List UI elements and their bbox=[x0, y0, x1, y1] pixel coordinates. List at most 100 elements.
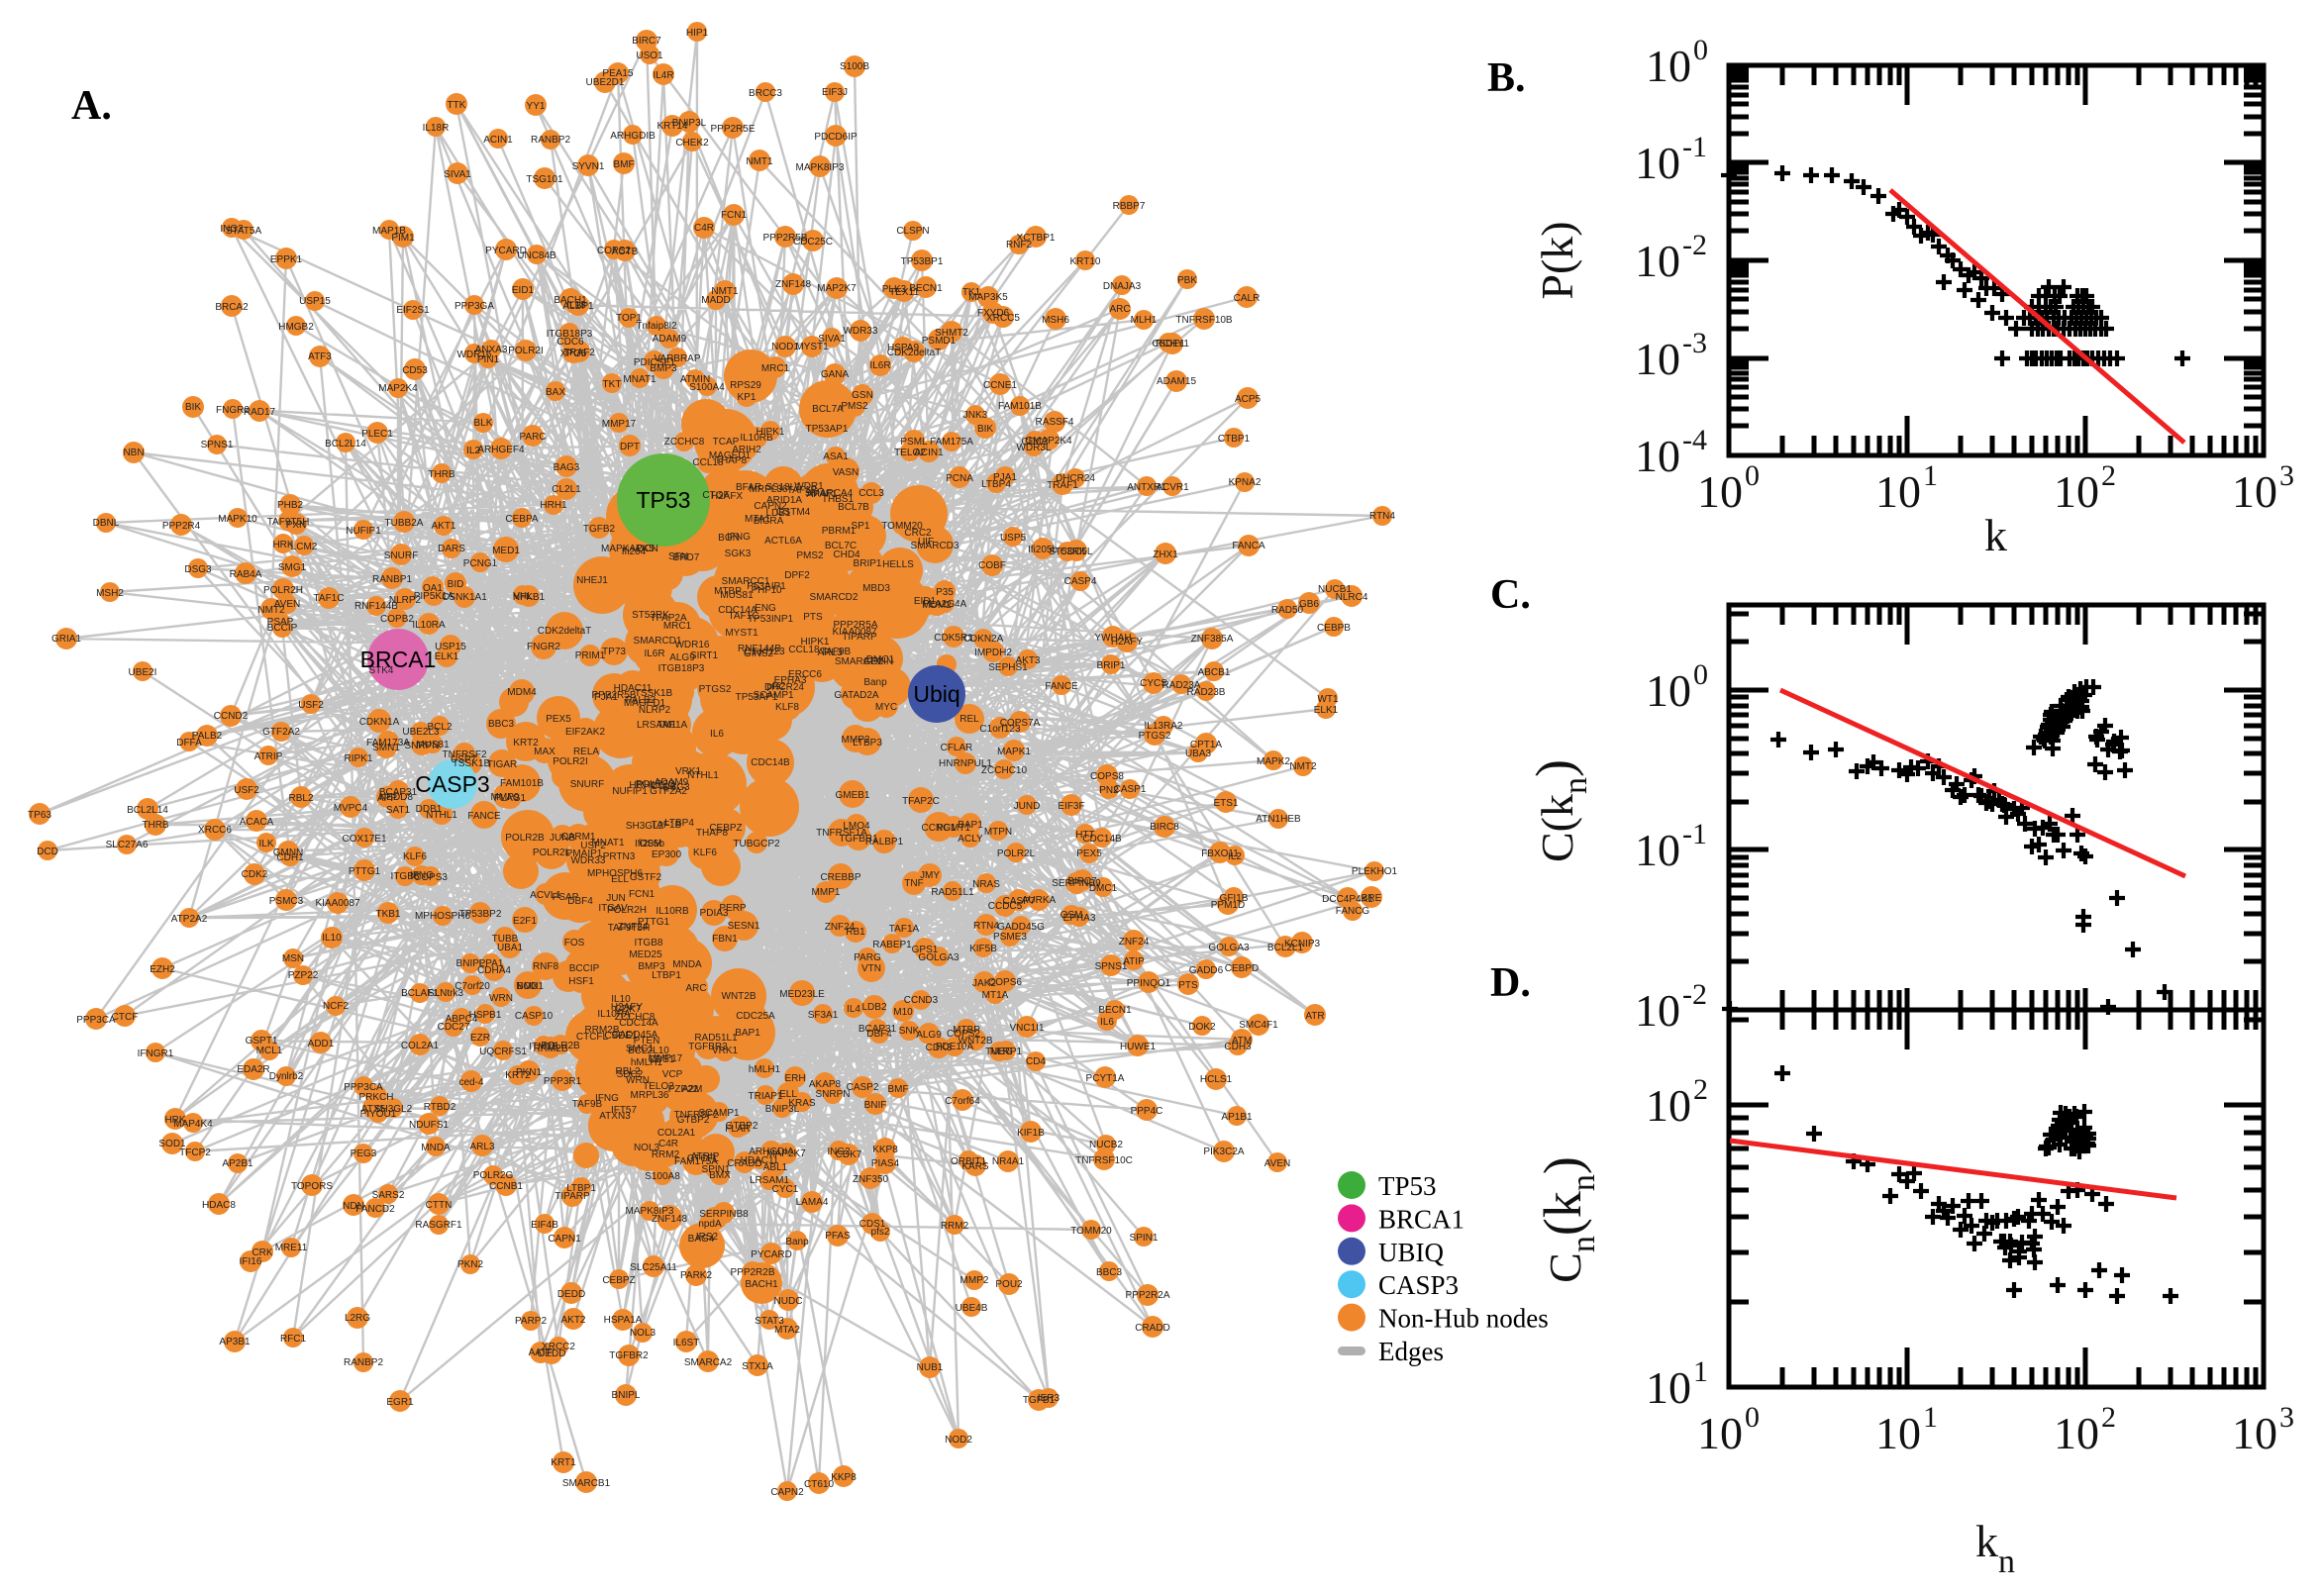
svg-text:SMARCA4: SMARCA4 bbox=[805, 488, 854, 499]
svg-text:SFN: SFN bbox=[668, 551, 688, 562]
svg-text:KPNA2: KPNA2 bbox=[1229, 477, 1262, 488]
svg-text:MTBP: MTBP bbox=[714, 586, 742, 597]
svg-text:CCNE1: CCNE1 bbox=[983, 380, 1017, 391]
svg-text:DCC4P4K1: DCC4P4K1 bbox=[1322, 894, 1373, 905]
svg-text:MPHOSPH6: MPHOSPH6 bbox=[415, 911, 471, 922]
svg-text:ZNF385A: ZNF385A bbox=[1191, 634, 1234, 645]
svg-text:TCAP: TCAP bbox=[713, 437, 740, 448]
svg-text:ARL3: ARL3 bbox=[817, 648, 842, 658]
svg-text:DBF4: DBF4 bbox=[866, 1029, 892, 1040]
svg-text:TRAF1: TRAF1 bbox=[1047, 480, 1078, 491]
svg-text:JUNB: JUNB bbox=[550, 833, 575, 844]
svg-text:MYST1: MYST1 bbox=[795, 342, 829, 352]
svg-text:P(k): P(k) bbox=[1532, 221, 1582, 299]
svg-text:ACTB: ACTB bbox=[612, 247, 639, 257]
svg-text:IFT57: IFT57 bbox=[611, 1105, 638, 1116]
svg-text:EGR1: EGR1 bbox=[386, 1397, 414, 1408]
svg-text:NLRC4: NLRC4 bbox=[1336, 592, 1368, 603]
svg-text:GTF2A2: GTF2A2 bbox=[650, 786, 687, 797]
svg-text:10: 10 bbox=[1875, 466, 1921, 517]
svg-text:MMP1: MMP1 bbox=[812, 887, 841, 898]
svg-text:TUBB: TUBB bbox=[492, 934, 519, 945]
svg-text:PTGS2: PTGS2 bbox=[1139, 731, 1171, 742]
svg-text:POU2: POU2 bbox=[995, 1279, 1023, 1290]
svg-text:SIVA1: SIVA1 bbox=[444, 169, 471, 180]
svg-text:EPHA3: EPHA3 bbox=[774, 675, 807, 686]
svg-text:UQCRFS1: UQCRFS1 bbox=[479, 1047, 527, 1057]
svg-text:BGN: BGN bbox=[718, 533, 740, 544]
svg-text:IL10: IL10 bbox=[611, 994, 631, 1005]
svg-text:NDN: NDN bbox=[343, 1201, 364, 1212]
svg-text:PPM1D: PPM1D bbox=[1211, 900, 1245, 911]
svg-text:NOL3: NOL3 bbox=[630, 1328, 656, 1339]
svg-text:ABPC4: ABPC4 bbox=[446, 1014, 478, 1025]
svg-text:PALB2: PALB2 bbox=[626, 695, 656, 706]
svg-text:WDR33: WDR33 bbox=[570, 855, 605, 866]
svg-text:NLRP2: NLRP2 bbox=[639, 705, 671, 716]
svg-text:COX17E1: COX17E1 bbox=[342, 834, 386, 845]
svg-text:TP53INP1: TP53INP1 bbox=[748, 614, 794, 625]
svg-text:CSNK1A1: CSNK1A1 bbox=[442, 592, 487, 603]
svg-text:GMNN: GMNN bbox=[273, 848, 304, 858]
svg-text:MYC: MYC bbox=[875, 702, 897, 713]
svg-text:Banp: Banp bbox=[785, 1237, 809, 1247]
svg-text:RCHY1: RCHY1 bbox=[1156, 339, 1189, 349]
svg-text:CRC2: CRC2 bbox=[904, 528, 932, 539]
svg-text:S100B: S100B bbox=[840, 61, 869, 72]
svg-text:CDC5L: CDC5L bbox=[1060, 547, 1093, 557]
svg-text:UNC84B: UNC84B bbox=[517, 250, 556, 261]
svg-text:RAB4A: RAB4A bbox=[230, 569, 262, 580]
svg-text:BNIPL: BNIPL bbox=[612, 1390, 641, 1401]
svg-text:PDIA3: PDIA3 bbox=[700, 908, 729, 919]
svg-text:BMF: BMF bbox=[613, 159, 634, 170]
svg-text:TNFRSF10C: TNFRSF10C bbox=[1075, 1155, 1133, 1166]
svg-text:C.: C. bbox=[1490, 572, 1531, 618]
svg-text:RNF144B: RNF144B bbox=[354, 601, 398, 612]
svg-text:MRC1: MRC1 bbox=[761, 363, 790, 374]
svg-text:SESN1: SESN1 bbox=[728, 921, 760, 932]
svg-text:BIRC7: BIRC7 bbox=[632, 36, 661, 47]
svg-text:SOD1: SOD1 bbox=[158, 1139, 186, 1149]
svg-text:TNFRSF1A: TNFRSF1A bbox=[816, 828, 867, 839]
svg-text:EZH2: EZH2 bbox=[150, 964, 175, 975]
svg-text:ATP2A2: ATP2A2 bbox=[171, 914, 208, 925]
svg-text:CDK7: CDK7 bbox=[615, 1004, 642, 1015]
svg-text:CEBPZ: CEBPZ bbox=[602, 1275, 635, 1286]
svg-text:PCYT1A: PCYT1A bbox=[1086, 1073, 1125, 1084]
svg-text:GRIA1: GRIA1 bbox=[51, 634, 81, 645]
svg-text:GSTF2: GSTF2 bbox=[630, 872, 662, 883]
svg-text:ETS1: ETS1 bbox=[1213, 798, 1238, 809]
svg-text:IL2: IL2 bbox=[1228, 851, 1242, 862]
svg-text:MRC1: MRC1 bbox=[663, 621, 692, 632]
svg-text:MADD: MADD bbox=[701, 295, 730, 306]
svg-text:CDC25C: CDC25C bbox=[793, 237, 833, 248]
svg-text:PHF10: PHF10 bbox=[751, 585, 782, 596]
svg-text:NOL3: NOL3 bbox=[634, 1143, 660, 1153]
svg-text:-2: -2 bbox=[1682, 229, 1707, 261]
svg-text:ALG9: ALG9 bbox=[669, 652, 695, 663]
svg-text:PYCARD: PYCARD bbox=[751, 1249, 792, 1260]
svg-text:Banp: Banp bbox=[863, 677, 887, 688]
svg-text:ATF3: ATF3 bbox=[308, 351, 332, 362]
svg-text:1: 1 bbox=[1923, 1401, 1938, 1434]
svg-text:TP73: TP73 bbox=[602, 647, 626, 657]
svg-text:SNK: SNK bbox=[899, 1026, 920, 1037]
svg-text:TNF: TNF bbox=[904, 878, 923, 889]
svg-text:LDB2: LDB2 bbox=[861, 1002, 886, 1013]
svg-text:MNAT1: MNAT1 bbox=[591, 838, 625, 848]
svg-text:LTBP1: LTBP1 bbox=[652, 970, 681, 981]
svg-text:PPP2R5E: PPP2R5E bbox=[710, 124, 755, 135]
svg-text:ZNF24: ZNF24 bbox=[825, 922, 856, 933]
svg-text:FLAR: FLAR bbox=[725, 1124, 751, 1135]
svg-text:SARS2: SARS2 bbox=[372, 1190, 405, 1201]
svg-text:CTCF: CTCF bbox=[112, 1012, 139, 1023]
svg-text:10: 10 bbox=[1635, 431, 1680, 481]
svg-text:MRE11: MRE11 bbox=[275, 1243, 308, 1253]
svg-text:HMGB2: HMGB2 bbox=[278, 322, 314, 333]
svg-text:NEDD8: NEDD8 bbox=[379, 792, 413, 803]
svg-text:TIGAR: TIGAR bbox=[487, 759, 518, 770]
svg-text:ATX5: ATX5 bbox=[361, 1104, 386, 1115]
svg-text:PFAS: PFAS bbox=[825, 1231, 851, 1242]
svg-text:COL2A1: COL2A1 bbox=[401, 1041, 440, 1051]
svg-text:-1: -1 bbox=[1682, 131, 1707, 163]
